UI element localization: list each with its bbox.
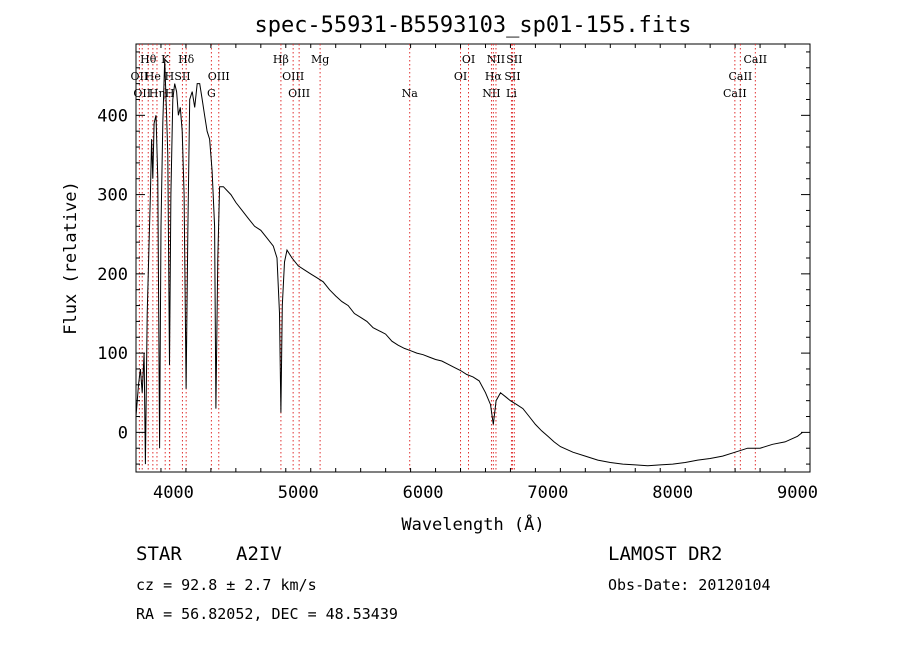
line-marker-label: He [145, 70, 161, 83]
coordinates: RA = 56.82052, DEC = 48.53439 [136, 605, 398, 623]
line-marker-label: K [161, 53, 170, 66]
line-marker-label: OIII [282, 70, 304, 83]
line-markers [138, 44, 756, 472]
obs-date: Obs-Date: 20120104 [608, 576, 771, 594]
y-tick-label: 300 [97, 186, 128, 206]
line-marker-label: OI [454, 70, 467, 83]
x-tick-label: 5000 [278, 483, 319, 503]
line-marker-label: OII [131, 70, 149, 83]
line-marker-label: NII [482, 87, 500, 100]
line-marker-label: CaII [729, 70, 753, 83]
line-marker-label: OIII [288, 87, 310, 100]
line-marker-label: Hβ [273, 53, 289, 66]
line-marker-label: OIII [208, 70, 230, 83]
survey-name: LAMOST DR2 [608, 543, 722, 565]
chart-title: spec-55931-B5593103_sp01-155.fits [254, 13, 691, 38]
line-marker-label: Hδ [178, 53, 195, 66]
x-tick-label: 6000 [403, 483, 444, 503]
line-marker-label: SII [506, 53, 522, 66]
x-axis-label: Wavelength (Å) [401, 513, 544, 535]
spectrum-line [135, 59, 803, 467]
line-marker-label: Hθ [140, 53, 157, 66]
y-tick-label: 100 [97, 344, 128, 364]
y-tick-label: 0 [118, 423, 128, 443]
line-marker-label: Hα [485, 70, 503, 83]
plot-frame [135, 43, 811, 473]
y-axis-ticks: 0 100 200 300 400 [97, 51, 810, 465]
line-marker-label: OI [462, 53, 475, 66]
line-marker-label: Li [506, 87, 517, 100]
line-marker-label: H [165, 70, 175, 83]
line-marker-label: SII [174, 70, 190, 83]
redshift-cz: cz = 92.8 ± 2.7 km/s [136, 576, 317, 594]
x-axis-ticks: 4000 5000 6000 7000 8000 9000 [135, 44, 818, 503]
object-class: STAR [136, 543, 182, 565]
line-marker-label: CaII [743, 53, 767, 66]
line-marker-label: H [165, 87, 175, 100]
x-tick-label: 4000 [153, 483, 194, 503]
line-marker-labels: OIIOIIHθHeHηKHHSIIHδGOIIIHβOIIIOIIIMgNaO… [131, 53, 768, 100]
line-marker-label: Hη [149, 87, 165, 100]
subclass: A2IV [236, 543, 282, 565]
x-tick-label: 9000 [777, 483, 818, 503]
line-marker-label: SII [504, 70, 520, 83]
line-marker-label: CaII [723, 87, 747, 100]
line-marker-label: OII [133, 87, 151, 100]
line-marker-label: G [207, 87, 216, 100]
line-marker-label: Na [402, 87, 419, 100]
y-tick-label: 200 [97, 265, 128, 285]
y-axis-label: Flux (relative) [61, 181, 81, 335]
line-marker-label: NII [487, 53, 505, 66]
y-tick-label: 400 [97, 106, 128, 126]
x-tick-label: 7000 [527, 483, 568, 503]
x-tick-label: 8000 [652, 483, 693, 503]
line-marker-label: Mg [311, 53, 329, 66]
